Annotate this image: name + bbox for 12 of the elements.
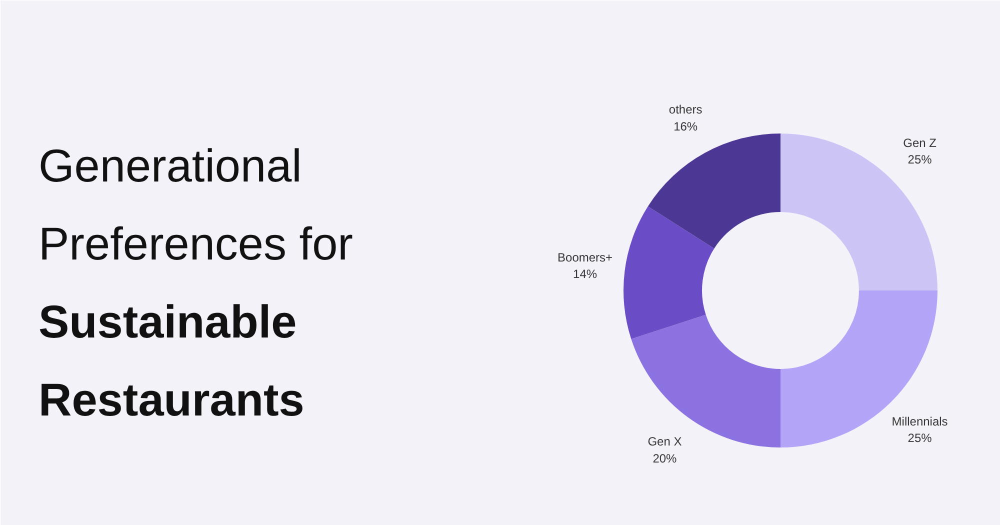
data-label: 16% — [674, 119, 698, 134]
data-label: 25% — [908, 431, 932, 446]
text: Generational Preferences for — [38, 140, 353, 270]
data-label: 20% — [652, 451, 678, 466]
slice-label: Gen X — [648, 434, 682, 448]
text: Sustainable Restaurants — [38, 296, 304, 426]
slice-label: Gen Z — [903, 136, 936, 150]
slice-label: Boomers+ — [558, 250, 613, 264]
slice-label: others — [668, 102, 702, 116]
slice-label: Millennials — [892, 414, 948, 428]
data-label: 25% — [908, 152, 932, 167]
data-label: 14% — [573, 267, 598, 282]
